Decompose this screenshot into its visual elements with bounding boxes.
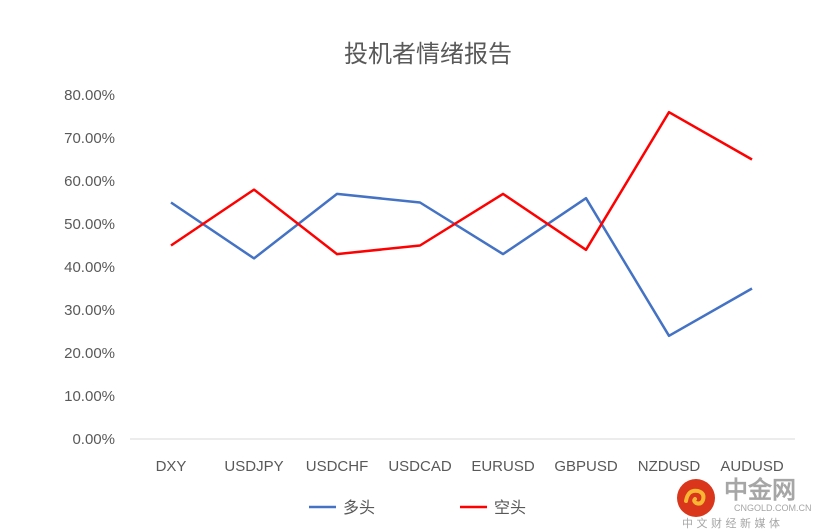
x-tick-label: GBPUSD (554, 458, 618, 475)
chart-title: 投机者情绪报告 (344, 40, 512, 68)
y-tick-label: 60.00% (64, 173, 115, 190)
x-tick-label: NZDUSD (638, 458, 701, 475)
y-tick-label: 20.00% (64, 345, 115, 362)
y-tick-label: 40.00% (64, 259, 115, 276)
legend-label: 空头 (494, 498, 526, 517)
series-line-1 (170, 110, 753, 256)
cngold-watermark: 中金网 CNGOLD.COM.CN 中 文 财 经 新 媒 体 (677, 476, 812, 530)
y-tick-label: 0.00% (72, 431, 115, 448)
series-line-0 (170, 192, 753, 338)
y-tick-label: 70.00% (64, 130, 115, 147)
watermark-url: CNGOLD.COM.CN (734, 503, 812, 513)
y-tick-label: 50.00% (64, 216, 115, 233)
y-tick-label: 30.00% (64, 302, 115, 319)
y-tick-label: 80.00% (64, 87, 115, 104)
legend-label: 多头 (343, 498, 375, 517)
watermark-slogan: 中 文 财 经 新 媒 体 (682, 516, 780, 530)
watermark-logo-text: 中金网 (724, 476, 796, 504)
y-tick-label: 10.00% (64, 388, 115, 405)
x-tick-label: AUDUSD (720, 458, 784, 475)
x-tick-label: DXY (156, 458, 187, 475)
x-tick-label: USDCHF (306, 458, 369, 475)
x-tick-label: USDJPY (224, 458, 283, 475)
x-tick-label: USDCAD (388, 458, 452, 475)
x-tick-label: EURUSD (471, 458, 535, 475)
